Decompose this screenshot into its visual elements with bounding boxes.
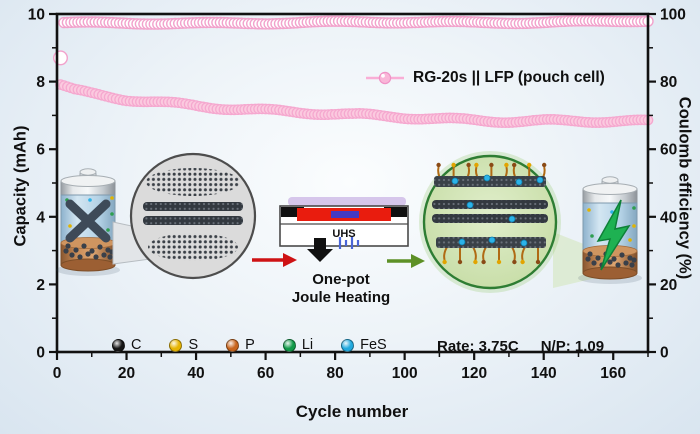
y-right-tick-label: 80 (660, 74, 677, 91)
fes-dots (451, 174, 544, 247)
x-tick-label: 100 (392, 365, 418, 382)
y-right-tick-label: 40 (660, 209, 677, 226)
sample-bar (331, 211, 359, 218)
graphite-after-magnified-view (419, 151, 561, 293)
lithium-dot-icon (282, 338, 296, 352)
x-tick-label: 40 (187, 365, 204, 382)
atom-legend-item-c: C (112, 337, 141, 353)
y-left-tick-label: 0 (36, 345, 45, 362)
atom-legend-item-s: S (169, 337, 198, 353)
x-tick-label: 140 (531, 365, 557, 382)
carbon-dot-icon (112, 338, 125, 352)
atom-label-fes: FeS (360, 337, 387, 353)
capacity-series (55, 79, 654, 129)
clamp-left (281, 207, 304, 217)
atom-legend-item-fes: FeS (341, 337, 387, 353)
atom-label-s: S (188, 337, 199, 353)
degraded-battery-icon (56, 168, 120, 276)
np-ratio-label: N/P: 1.09 (540, 338, 605, 355)
failure-x-mark (65, 199, 111, 243)
atom-legend-item-li: Li (282, 337, 314, 353)
process-label-line2: Joule Heating (292, 289, 390, 306)
graphite-before-magnified-view (129, 152, 257, 280)
atom-label-c: C (131, 337, 142, 353)
sulfur-dot-icon (169, 338, 183, 352)
y-left-tick-label: 10 (28, 7, 45, 24)
uhs-label: UHS (332, 228, 355, 240)
x-tick-label: 120 (461, 365, 487, 382)
fes-dot-icon (341, 338, 355, 352)
right-axis-title: Coulomb efficiency (%) (675, 96, 694, 280)
y-left-tick-label: 6 (36, 142, 45, 159)
green-arrow-icon (411, 254, 425, 268)
atom-legend-item-p: P (226, 337, 255, 353)
x-tick-label: 0 (53, 365, 62, 382)
coulomb-efficiency-series (53, 15, 654, 66)
battery-symbol-icon (338, 237, 360, 249)
legend-marker-icon (366, 71, 404, 85)
y-left-tick-label: 4 (36, 209, 45, 226)
x-tick-label: 160 (600, 365, 626, 382)
lightning-bolt-icon (596, 199, 631, 271)
process-label-line1: One-pot (312, 271, 370, 288)
y-right-tick-label: 20 (660, 277, 677, 294)
rate-label: Rate: 3.75C (437, 338, 519, 355)
y-right-tick-label: 60 (660, 142, 677, 159)
x-tick-label: 60 (257, 365, 274, 382)
graphene-sheet (146, 168, 240, 196)
atom-color-legend: C S P Li FeS (112, 337, 387, 353)
red-arrow-icon (283, 253, 297, 267)
y-left-tick-label: 2 (36, 277, 45, 294)
y-right-tick-label: 0 (660, 345, 669, 362)
process-step: One-pot Joule Heating (252, 253, 425, 306)
atom-label-p: P (245, 337, 255, 353)
x-tick-label: 20 (118, 365, 135, 382)
test-conditions: Rate: 3.75C N/P: 1.09 (437, 338, 604, 355)
x-axis-title: Cycle number (295, 402, 409, 421)
x-tick-label: 80 (326, 365, 343, 382)
healthy-battery-icon (578, 176, 642, 284)
phosphorus-dot-icon (226, 338, 240, 352)
left-axis-title: Capacity (mAh) (11, 125, 30, 247)
y-left-tick-label: 8 (36, 74, 45, 91)
graphene-sheet (148, 233, 238, 261)
series-legend: RG-20s || LFP (pouch cell) (364, 69, 605, 87)
atom-label-li: Li (301, 337, 314, 353)
current-arrow-icon (307, 249, 333, 262)
y-right-tick-label: 100 (660, 7, 686, 24)
legend-label: RG-20s || LFP (pouch cell) (413, 69, 605, 86)
clamp-right (384, 207, 407, 217)
uhs-joule-heating-device: UHS (279, 197, 409, 262)
heat-glow (288, 197, 406, 206)
